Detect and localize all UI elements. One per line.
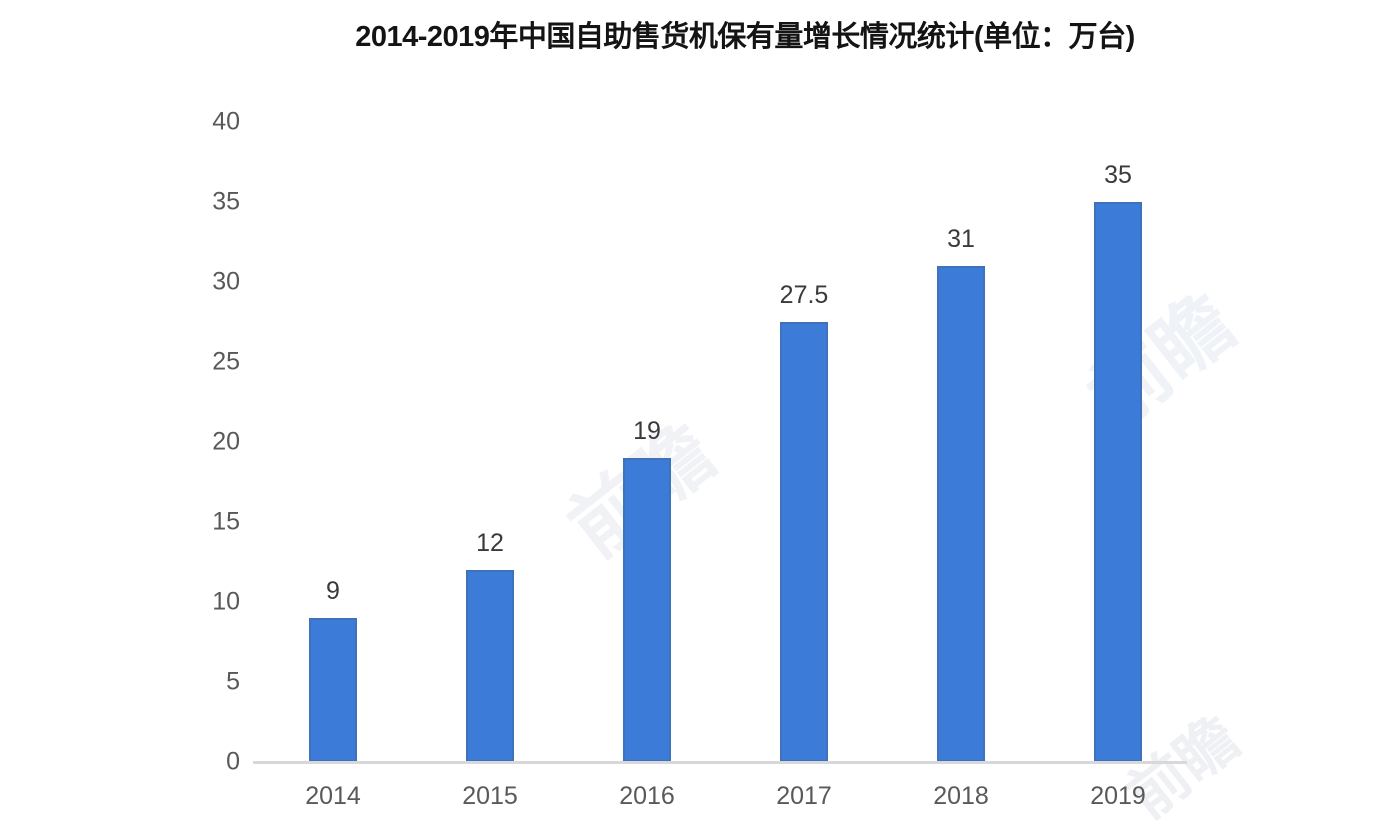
x-tick-label: 2016 [619, 782, 675, 810]
bar-2016 [623, 458, 671, 762]
y-tick-label: 25 [212, 347, 240, 376]
y-tick-label: 15 [212, 507, 240, 536]
chart-title: 2014-2019年中国自助售货机保有量增长情况统计(单位：万台) [355, 21, 1135, 53]
y-tick-label: 40 [212, 107, 240, 136]
bar-2019 [1094, 202, 1142, 762]
bar-value-label: 9 [326, 577, 340, 605]
x-tick-label: 2014 [305, 782, 361, 810]
bar-2018 [937, 266, 985, 762]
bar-value-label: 12 [476, 529, 504, 557]
bar-2017 [780, 322, 828, 762]
y-tick-label: 5 [226, 667, 240, 696]
y-tick-label: 20 [212, 427, 240, 456]
bar-value-label: 19 [633, 417, 661, 445]
bar-2015 [466, 570, 514, 762]
y-tick-label: 35 [212, 187, 240, 216]
x-tick-label: 2017 [776, 782, 832, 810]
bar-value-label: 27.5 [779, 281, 829, 309]
watermark-text: 前瞻 [1073, 278, 1251, 444]
y-tick-label: 0 [226, 747, 240, 776]
x-tick-label: 2019 [1090, 782, 1146, 810]
x-tick-label: 2015 [462, 782, 518, 810]
bar-value-label: 35 [1104, 161, 1132, 189]
y-tick-label: 30 [212, 267, 240, 296]
x-tick-label: 2018 [933, 782, 989, 810]
x-axis-line [253, 761, 1187, 764]
bar-value-label: 31 [947, 225, 975, 253]
bar-2014 [309, 618, 357, 762]
y-tick-label: 10 [212, 587, 240, 616]
